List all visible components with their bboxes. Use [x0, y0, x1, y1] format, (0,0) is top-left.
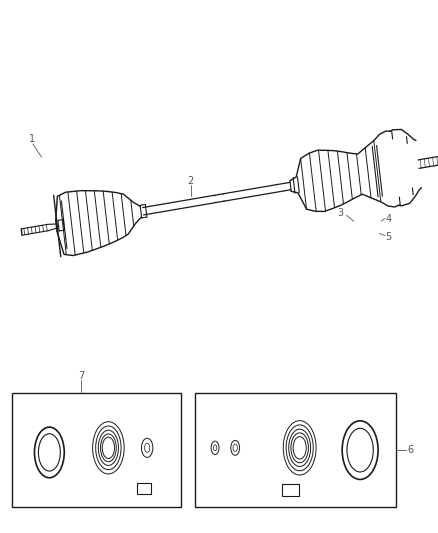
- Ellipse shape: [213, 445, 217, 451]
- Ellipse shape: [100, 434, 116, 462]
- Ellipse shape: [35, 427, 64, 478]
- Bar: [195, 393, 396, 507]
- Text: 3: 3: [337, 208, 343, 218]
- Text: 7: 7: [78, 371, 84, 381]
- Bar: [282, 484, 299, 496]
- Ellipse shape: [141, 438, 153, 457]
- Ellipse shape: [145, 443, 150, 453]
- Bar: [137, 483, 151, 494]
- Ellipse shape: [39, 434, 60, 471]
- Ellipse shape: [95, 426, 121, 470]
- Text: 2: 2: [187, 176, 194, 186]
- Ellipse shape: [231, 440, 240, 455]
- Ellipse shape: [283, 421, 316, 475]
- Ellipse shape: [286, 425, 313, 471]
- Ellipse shape: [291, 433, 308, 463]
- Ellipse shape: [293, 437, 306, 459]
- Ellipse shape: [102, 437, 114, 458]
- Text: 4: 4: [385, 214, 392, 223]
- Bar: [12, 393, 181, 507]
- Text: 6: 6: [407, 446, 413, 455]
- Ellipse shape: [98, 430, 118, 465]
- Ellipse shape: [347, 429, 373, 472]
- Ellipse shape: [289, 429, 311, 466]
- Ellipse shape: [211, 441, 219, 455]
- Ellipse shape: [92, 422, 124, 474]
- Text: 1: 1: [28, 134, 35, 143]
- Ellipse shape: [233, 444, 237, 451]
- Text: 5: 5: [385, 232, 392, 242]
- Ellipse shape: [342, 421, 378, 480]
